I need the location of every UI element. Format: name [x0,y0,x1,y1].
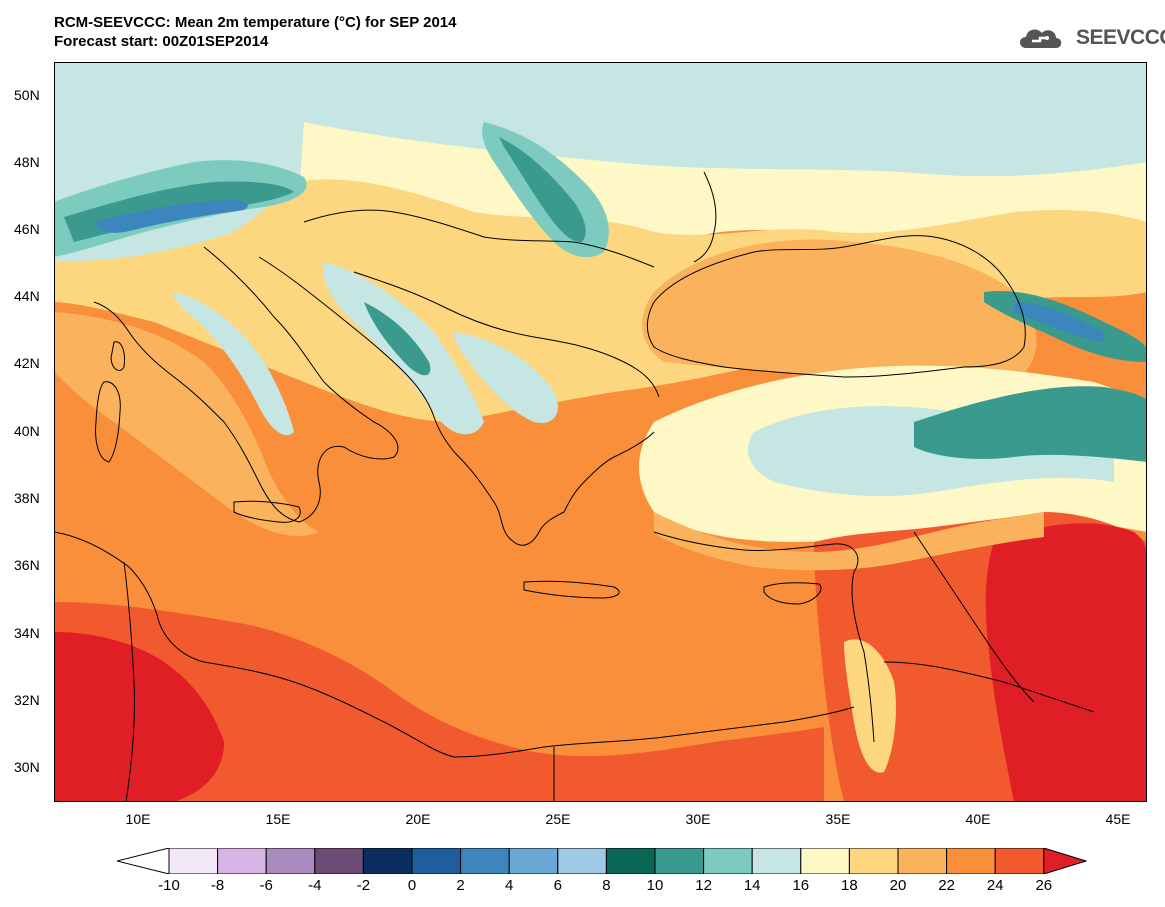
field-jordan-cool [844,639,896,773]
colorbar-tick-label: 16 [792,877,810,894]
coast-crete [523,580,620,599]
map-frame [54,62,1147,802]
colorbar-tick-label: -10 [158,877,180,894]
colorbar-swatch [362,848,413,874]
field-caucasus-core [1014,302,1104,342]
lat-label: 48N [14,154,40,170]
field-italy-west [54,312,319,536]
lon-label: 15E [265,811,291,827]
field-apennines [173,292,294,436]
colorbar-tick-label: 8 [602,877,611,894]
field-libya-hottest [54,632,224,802]
field-balkan-cool [454,332,558,423]
colorbar-swatch [994,848,1045,874]
colorbar-swatch [265,848,316,874]
colorbar-swatch [557,848,607,874]
colorbar-swatch [605,848,656,874]
coast-africa [54,531,855,758]
colorbar-swatch [897,848,948,874]
colorbar-swatch [508,848,559,874]
border-levant-2 [883,661,1095,713]
border-central [303,209,655,268]
lat-label: 50N [14,87,40,103]
lon-label: 40E [965,811,991,827]
colorbar-tick-label: 18 [841,877,858,894]
field-iraq-hottest [985,523,1147,802]
colorbar-tick-label: 4 [505,877,514,894]
lon-label: 30E [685,811,711,827]
colorbar-tick-label: 6 [553,877,562,894]
colorbar-swatch [217,848,267,874]
colorbar-swatch [168,848,219,874]
coast-greece [458,431,655,546]
colorbar-tick-label: -4 [308,877,322,894]
lat-label: 32N [14,692,40,708]
colorbar [117,848,1087,874]
coast-anatolia-south [653,531,875,743]
colorbar-tick-label: 0 [407,877,417,894]
colorbar-tick-label: -6 [259,877,273,894]
colorbar-tick-label: 2 [456,877,465,894]
field-light-orange-balkans [54,179,1147,422]
colorbar-tick-label: 22 [938,877,955,894]
colorbar-tick-label: 12 [695,877,712,894]
colorbar-swatch [703,848,753,874]
colorbar-tick-label: 10 [646,877,664,894]
lon-label: 20E [405,811,431,827]
lon-label: 25E [545,811,571,827]
lat-label: 42N [14,355,40,371]
colorbar-tick-label: 26 [1035,877,1053,894]
coast-black-sea [646,235,1026,378]
lat-label: 40N [14,423,40,439]
colorbar-swatch [751,848,802,874]
field-dinarides-core [364,302,431,376]
lon-label: 10E [125,811,151,827]
colorbar-swatch [800,848,850,874]
cloud-logo-icon [1020,29,1062,48]
colorbar-swatch [654,848,705,874]
lat-label: 30N [14,759,40,775]
colorbar-swatch [460,848,510,874]
coast-sicily [233,500,301,523]
field-carpathians-core [499,137,586,242]
border-tunisia [123,561,136,802]
colorbar-tick-label: 14 [743,877,761,894]
field-anatolia-south [654,512,1044,571]
map-title: RCM-SEEVCCC: Mean 2m temperature (°C) fo… [54,14,457,31]
lat-label: 38N [14,490,40,506]
lat-label: 46N [14,221,40,237]
colorbar-swatch [946,848,996,874]
colorbar-tick-label: 24 [986,877,1004,894]
coast-sardinia [95,381,121,463]
colorbar-swatch [1043,848,1087,874]
coast-cyprus [763,582,822,605]
colorbar-tick-label: 20 [889,877,907,894]
colorbar-swatch [411,848,462,874]
lat-label: 36N [14,557,40,573]
lon-label: 35E [825,811,851,827]
colorbar-swatch [314,848,364,874]
coast-adriatic-east [258,256,460,458]
colorbar-tick-label: -8 [210,877,225,894]
colorbar-tick-label: -2 [356,877,371,894]
field-anatolia-teal [914,386,1147,462]
border-east [693,171,717,263]
field-alps-coldest [94,200,248,233]
border-balkans [353,271,660,398]
coast-corsica [110,341,125,371]
temperature-map [54,62,1147,802]
coast-italy [93,246,399,523]
lat-label: 44N [14,288,40,304]
colorbar-swatch [117,848,170,874]
field-black-sea [642,239,1037,387]
logo-text: SEEVCCC [1076,26,1165,49]
colorbar-swatch [848,848,899,874]
field-libya-hot [54,602,824,802]
forecast-start-label: Forecast start: 00Z01SEP2014 [54,33,269,50]
lon-label: 45E [1105,811,1131,827]
lat-label: 34N [14,625,40,641]
border-levant-1 [913,531,1035,703]
